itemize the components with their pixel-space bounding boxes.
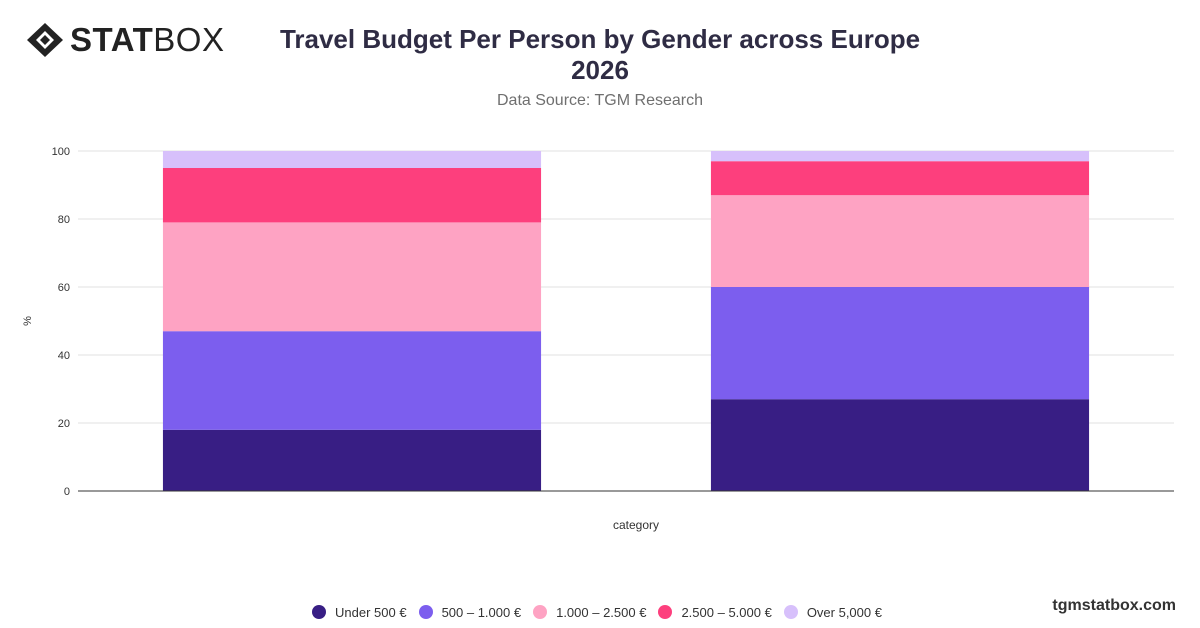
- legend-swatch: [418, 605, 433, 619]
- statbox-diamond-icon: [27, 23, 63, 57]
- legend-label: 500 – 1.000 €: [441, 604, 522, 620]
- chart-subtitle: Data Source: TGM Research: [496, 92, 703, 109]
- y-tick-label: 80: [58, 214, 70, 226]
- legend-swatch: [312, 605, 326, 619]
- legend-item[interactable]: Over 5,000 €: [783, 604, 882, 620]
- bar-segment: [162, 151, 542, 168]
- legend-swatch: [533, 605, 548, 619]
- bar-segment: [162, 331, 542, 430]
- footer-url: tgmstatbox.com: [1052, 597, 1176, 614]
- chart-title-line-2: 2026: [571, 55, 629, 85]
- y-tick-label: 60: [58, 282, 70, 294]
- bar-segment: [162, 222, 542, 332]
- legend-label: 2.500 – 5.000 €: [681, 604, 772, 620]
- statbox-logo: STATBOX: [26, 22, 224, 58]
- chart-title: Travel Budget Per Person by Gender acros…: [200, 24, 1000, 86]
- bar-segment: [710, 151, 1090, 162]
- bar-segment: [710, 161, 1090, 196]
- bar-segment: [710, 287, 1090, 400]
- bar-segment: [710, 399, 1090, 491]
- legend-item[interactable]: 500 – 1.000 €: [418, 604, 522, 620]
- legend-swatch: [783, 605, 798, 619]
- y-tick-label: 20: [58, 418, 70, 430]
- legend-item[interactable]: 2.500 – 5.000 €: [658, 604, 772, 620]
- x-axis-title: category: [613, 518, 659, 532]
- legend-label: Under 500 €: [335, 604, 407, 620]
- legend-item[interactable]: 1.000 – 2.500 €: [533, 605, 646, 620]
- legend-swatch: [658, 605, 673, 619]
- legend-item[interactable]: Under 500 €: [312, 605, 407, 620]
- logo-wordmark: STATBOX: [70, 21, 225, 58]
- bar-segment: [710, 195, 1090, 287]
- chart-legend: Under 500 € 500 – 1.000 € 1.000 – 2.500 € 2…: [312, 602, 894, 622]
- chart-title-line-1: Travel Budget Per Person by Gender acros…: [279, 24, 921, 54]
- y-axis-title: %: [22, 316, 34, 326]
- legend-label: 1.000 – 2.500 €: [556, 604, 647, 620]
- y-tick-label: 0: [64, 486, 70, 498]
- y-tick-label: 100: [52, 146, 70, 158]
- legend-label: Over 5,000 €: [806, 604, 882, 620]
- y-tick-label: 40: [58, 350, 70, 362]
- bar-segment: [162, 429, 542, 491]
- bar-segment: [162, 168, 542, 223]
